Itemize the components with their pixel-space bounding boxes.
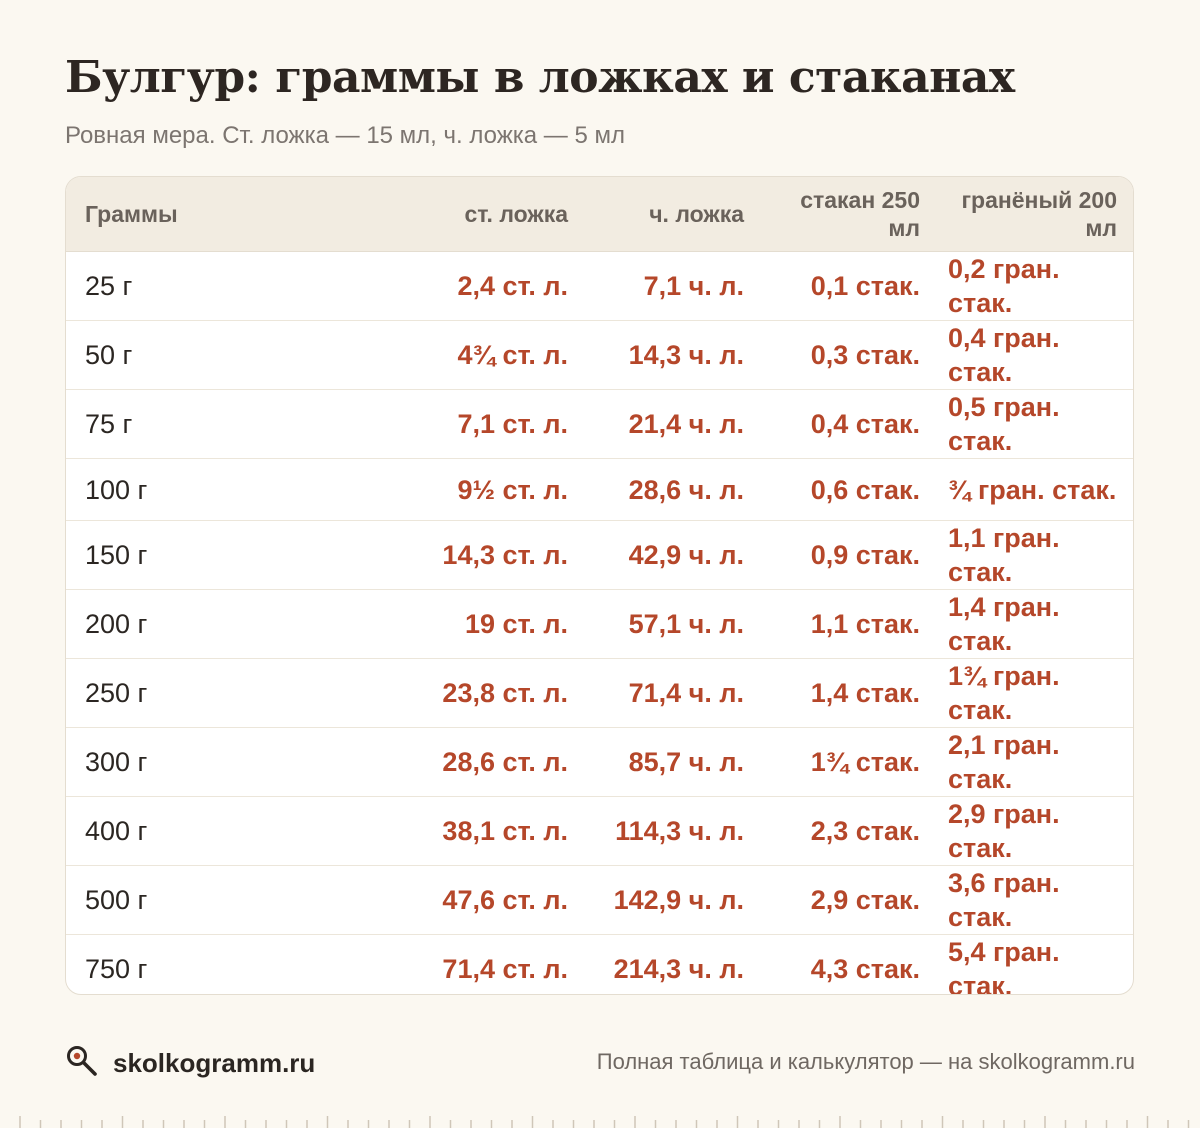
cell-grams: 400 г bbox=[66, 796, 324, 866]
cell-cup-250: 4,3 стак. bbox=[762, 934, 938, 994]
cell-faceted-glass-200: 1,4 гран. стак. bbox=[938, 589, 1133, 659]
footer-brand[interactable]: skolkogramm.ru bbox=[65, 1044, 315, 1083]
page-title: Булгур: граммы в ложках и стаканах bbox=[65, 52, 1015, 103]
cell-tablespoon: 38,1 ст. л. bbox=[324, 796, 586, 866]
cell-cup-250: 1,4 стак. bbox=[762, 658, 938, 728]
cell-tablespoon: 4¾ ст. л. bbox=[324, 320, 586, 390]
cell-tablespoon: 23,8 ст. л. bbox=[324, 658, 586, 728]
header-faceted-glass-200: гранёный 200 мл bbox=[938, 177, 1133, 252]
cell-cup-250: 2,3 стак. bbox=[762, 796, 938, 866]
cell-faceted-glass-200: 3,6 гран. стак. bbox=[938, 865, 1133, 935]
page-subtitle: Ровная мера. Ст. ложка — 15 мл, ч. ложка… bbox=[65, 122, 625, 149]
cell-cup-250: 1,1 стак. bbox=[762, 589, 938, 659]
cell-cup-250: 0,9 стак. bbox=[762, 520, 938, 590]
conversion-table-card: Граммы ст. ложка ч. ложка стакан 250 мл … bbox=[65, 176, 1134, 995]
table-row: 50 г 4¾ ст. л. 14,3 ч. л. 0,3 стак. 0,4 гран… bbox=[66, 320, 1133, 390]
cell-teaspoon: 214,3 ч. л. bbox=[586, 934, 762, 994]
table-row: 75 г 7,1 ст. л. 21,4 ч. л. 0,4 стак. 0,5 гра… bbox=[66, 389, 1133, 459]
table-row: 150 г 14,3 ст. л. 42,9 ч. л. 0,9 стак. 1,1 г… bbox=[66, 520, 1133, 590]
cell-teaspoon: 21,4 ч. л. bbox=[586, 389, 762, 459]
header-grams: Граммы bbox=[66, 177, 324, 252]
cell-cup-250: 0,1 стак. bbox=[762, 251, 938, 321]
conversion-table: Граммы ст. ложка ч. ложка стакан 250 мл … bbox=[66, 177, 1133, 994]
cell-faceted-glass-200: 0,4 гран. стак. bbox=[938, 320, 1133, 390]
cell-teaspoon: 14,3 ч. л. bbox=[586, 320, 762, 390]
table-row: 200 г 19 ст. л. 57,1 ч. л. 1,1 стак. 1,4 гра… bbox=[66, 589, 1133, 659]
ruler-decoration bbox=[19, 1116, 1190, 1128]
header-teaspoon: ч. ложка bbox=[586, 177, 762, 252]
table-row: 100 г 9½ ст. л. 28,6 ч. л. 0,6 стак. ¾ гран.… bbox=[66, 458, 1133, 521]
cell-tablespoon: 9½ ст. л. bbox=[324, 458, 586, 521]
cell-faceted-glass-200: 5,4 гран. стак. bbox=[938, 934, 1133, 994]
cell-grams: 100 г bbox=[66, 458, 324, 521]
cell-cup-250: 2,9 стак. bbox=[762, 865, 938, 935]
cell-grams: 25 г bbox=[66, 251, 324, 321]
table-row: 250 г 23,8 ст. л. 71,4 ч. л. 1,4 стак. 1¾ гр… bbox=[66, 658, 1133, 728]
cell-faceted-glass-200: ¾ гран. стак. bbox=[938, 458, 1133, 521]
cell-grams: 75 г bbox=[66, 389, 324, 459]
cell-grams: 300 г bbox=[66, 727, 324, 797]
table-row: 500 г 47,6 ст. л. 142,9 ч. л. 2,9 стак. 3,6 … bbox=[66, 865, 1133, 935]
cell-cup-250: 1¾ стак. bbox=[762, 727, 938, 797]
cell-tablespoon: 19 ст. л. bbox=[324, 589, 586, 659]
table-row: 750 г 71,4 ст. л. 214,3 ч. л. 4,3 стак. 5,4 … bbox=[66, 934, 1133, 994]
table-header: Граммы ст. ложка ч. ложка стакан 250 мл … bbox=[66, 177, 1133, 252]
cell-tablespoon: 7,1 ст. л. bbox=[324, 389, 586, 459]
cell-tablespoon: 14,3 ст. л. bbox=[324, 520, 586, 590]
cell-teaspoon: 42,9 ч. л. bbox=[586, 520, 762, 590]
cell-faceted-glass-200: 2,1 гран. стак. bbox=[938, 727, 1133, 797]
table-row: 25 г 2,4 ст. л. 7,1 ч. л. 0,1 стак. 0,2 гран… bbox=[66, 251, 1133, 321]
cell-faceted-glass-200: 0,5 гран. стак. bbox=[938, 389, 1133, 459]
cell-faceted-glass-200: 1¾ гран. стак. bbox=[938, 658, 1133, 728]
brand-name: skolkogramm.ru bbox=[113, 1048, 316, 1078]
cell-grams: 50 г bbox=[66, 320, 324, 390]
cell-grams: 500 г bbox=[66, 865, 324, 935]
cell-teaspoon: 7,1 ч. л. bbox=[586, 251, 762, 321]
header-tablespoon: ст. ложка bbox=[324, 177, 586, 252]
magnifier-icon bbox=[65, 1044, 99, 1083]
cell-teaspoon: 85,7 ч. л. bbox=[586, 727, 762, 797]
cell-faceted-glass-200: 0,2 гран. стак. bbox=[938, 251, 1133, 321]
footer-note: Полная таблица и калькулятор — на skolko… bbox=[596, 1049, 1135, 1074]
cell-cup-250: 0,3 стак. bbox=[762, 320, 938, 390]
cell-teaspoon: 28,6 ч. л. bbox=[586, 458, 762, 521]
table-body: 25 г 2,4 ст. л. 7,1 ч. л. 0,1 стак. 0,2 гран… bbox=[66, 251, 1133, 994]
cell-grams: 250 г bbox=[66, 658, 324, 728]
cell-grams: 150 г bbox=[66, 520, 324, 590]
header-cup-250: стакан 250 мл bbox=[762, 177, 938, 252]
cell-cup-250: 0,6 стак. bbox=[762, 458, 938, 521]
table-row: 300 г 28,6 ст. л. 85,7 ч. л. 1¾ стак. 2,1 гр… bbox=[66, 727, 1133, 797]
header-row: Граммы ст. ложка ч. ложка стакан 250 мл … bbox=[66, 177, 1133, 252]
cell-tablespoon: 2,4 ст. л. bbox=[324, 251, 586, 321]
cell-tablespoon: 71,4 ст. л. bbox=[324, 934, 586, 994]
cell-grams: 200 г bbox=[66, 589, 324, 659]
cell-cup-250: 0,4 стак. bbox=[762, 389, 938, 459]
table-row: 400 г 38,1 ст. л. 114,3 ч. л. 2,3 стак. 2,9 … bbox=[66, 796, 1133, 866]
cell-tablespoon: 47,6 ст. л. bbox=[324, 865, 586, 935]
cell-teaspoon: 71,4 ч. л. bbox=[586, 658, 762, 728]
cell-faceted-glass-200: 1,1 гран. стак. bbox=[938, 520, 1133, 590]
cell-teaspoon: 142,9 ч. л. bbox=[586, 865, 762, 935]
cell-faceted-glass-200: 2,9 гран. стак. bbox=[938, 796, 1133, 866]
cell-teaspoon: 114,3 ч. л. bbox=[586, 796, 762, 866]
cell-grams: 750 г bbox=[66, 934, 324, 994]
cell-teaspoon: 57,1 ч. л. bbox=[586, 589, 762, 659]
cell-tablespoon: 28,6 ст. л. bbox=[324, 727, 586, 797]
